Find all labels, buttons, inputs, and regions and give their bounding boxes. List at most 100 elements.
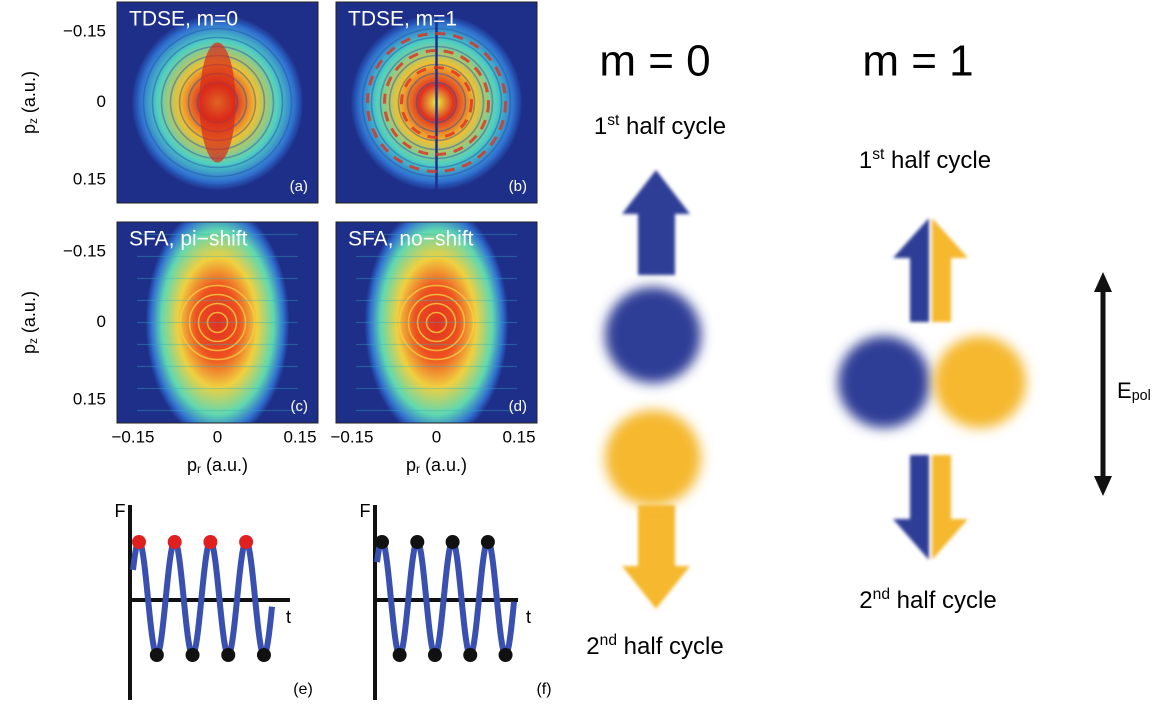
peak-dot xyxy=(410,535,425,549)
panel-tag: (f) xyxy=(536,681,551,698)
heatmap xyxy=(117,222,318,423)
arrow-up-blue-head xyxy=(893,218,929,258)
x-axis-label-sub: r xyxy=(416,463,420,476)
arrow-down-blue xyxy=(910,455,929,523)
y-axis-label: pz (a.u.) xyxy=(19,291,40,354)
heatmap xyxy=(336,222,537,423)
field-arrow xyxy=(1094,272,1112,496)
blue-lobe xyxy=(838,336,930,428)
field-plot: Ft (f) xyxy=(360,501,552,700)
schematic-title: m = 0 xyxy=(599,37,710,86)
x-tick-label: −0.15 xyxy=(330,427,373,446)
panel-tag: (c) xyxy=(291,398,309,415)
heatmap xyxy=(117,2,318,203)
trough-dot xyxy=(221,648,236,662)
heatmap-ring xyxy=(398,284,475,361)
yellow-lobe xyxy=(605,410,701,506)
schematic-m1 xyxy=(838,218,1026,560)
panel-frame xyxy=(116,1,319,204)
heatmap-ring xyxy=(188,293,247,352)
trough-dot xyxy=(427,648,442,662)
half-cycle-label-sup: st xyxy=(607,112,620,129)
panel-tag: (e) xyxy=(293,681,313,698)
x-axis-label-base: p xyxy=(406,455,416,475)
heatmap-ring xyxy=(425,311,448,334)
heatmap-ring xyxy=(206,311,229,334)
heatmap-ring xyxy=(197,302,238,343)
field-label: Epol xyxy=(1117,378,1151,404)
heatmap-panel: SFA, pi−shift (c) xyxy=(116,221,319,424)
half-cycle-label: 1st half cycle xyxy=(594,112,726,140)
heatmap-core xyxy=(199,42,236,163)
arrow-down-yellow xyxy=(932,455,951,523)
schematic-m0 xyxy=(605,170,701,609)
arrow-down-head xyxy=(622,566,690,609)
trough-dot xyxy=(256,648,271,662)
heatmap-ring xyxy=(142,27,293,178)
field-plot: Ft (e) xyxy=(115,501,313,700)
x-tick-label: 0.15 xyxy=(502,427,535,446)
y-axis-label-sub: z xyxy=(27,118,40,124)
heatmap-ring xyxy=(151,36,284,169)
panel-title: SFA, no−shift xyxy=(348,228,474,251)
x-axis-label: pr (a.u.) xyxy=(406,455,467,476)
panel-tag: (a) xyxy=(290,178,308,195)
panel-frame xyxy=(335,221,538,424)
x-axis-label-sub: r xyxy=(197,463,201,476)
heatmap-ring xyxy=(133,18,302,187)
heatmap-panel: SFA, no−shift (d) xyxy=(335,221,538,424)
panel-frame xyxy=(116,221,319,424)
y-tick-label: 0.15 xyxy=(73,169,106,188)
y-axis-label-sub: z xyxy=(27,338,40,344)
x-tick-label: 0 xyxy=(213,427,222,446)
panel-frame xyxy=(335,1,538,204)
peak-dot xyxy=(445,535,460,549)
half-cycle-label-base: 2 xyxy=(586,633,599,660)
y-tick-label: 0 xyxy=(97,312,106,331)
yellow-lobe xyxy=(934,336,1026,428)
half-cycle-label-base: 1 xyxy=(594,113,607,140)
heatmap-ring xyxy=(179,284,256,361)
half-cycle-label-rest: half cycle xyxy=(884,147,991,174)
x-axis-label-rest: (a.u.) xyxy=(201,455,248,475)
y-axis-label-base: p xyxy=(19,124,39,134)
half-cycle-label-sup: st xyxy=(872,146,885,163)
field-y-label: F xyxy=(115,501,126,521)
panel-title: TDSE, m=0 xyxy=(129,8,238,31)
field-label-base: E xyxy=(1117,378,1132,403)
arrow-up-head xyxy=(622,170,690,214)
heatmap-ring-hot xyxy=(400,66,473,139)
peak-dot xyxy=(132,535,146,549)
heatmap-ring xyxy=(416,302,457,343)
field-x-label: t xyxy=(286,607,291,627)
half-cycle-label-base: 2 xyxy=(859,587,872,614)
arrow-up-yellow-head xyxy=(932,218,968,258)
arrow-down-yellow-head xyxy=(932,519,968,560)
trough-dot xyxy=(463,648,478,662)
y-tick-label: −0.15 xyxy=(63,21,106,40)
heatmap-panel: TDSE, m=0 (a) xyxy=(116,1,319,204)
arrow-up-blue xyxy=(910,254,929,322)
y-axis-label-rest: (a.u.) xyxy=(19,291,39,338)
trough-dot xyxy=(392,648,407,662)
trough-dot xyxy=(149,648,164,662)
y-axis-label: pz (a.u.) xyxy=(19,71,40,134)
heatmap-ring-hot xyxy=(366,32,507,173)
x-axis-label: pr (a.u.) xyxy=(187,455,248,476)
peak-dot xyxy=(203,535,218,549)
peak-dot xyxy=(167,535,182,549)
x-tick-label: 0 xyxy=(432,427,441,446)
peak-dot xyxy=(239,535,254,549)
half-cycle-label: 2nd half cycle xyxy=(859,586,996,614)
half-cycle-label-sup: nd xyxy=(600,632,617,649)
half-cycle-label-rest: half cycle xyxy=(617,633,724,660)
heatmap xyxy=(336,2,537,203)
trough-dot xyxy=(498,648,513,662)
arrow-up xyxy=(638,210,675,275)
arrow-down xyxy=(638,505,675,570)
heatmap-blob xyxy=(145,222,290,423)
half-cycle-label: 1st half cycle xyxy=(859,146,991,174)
peak-dot xyxy=(480,535,495,549)
arrow-up-yellow xyxy=(932,254,951,322)
panel-title: SFA, pi−shift xyxy=(129,228,248,251)
